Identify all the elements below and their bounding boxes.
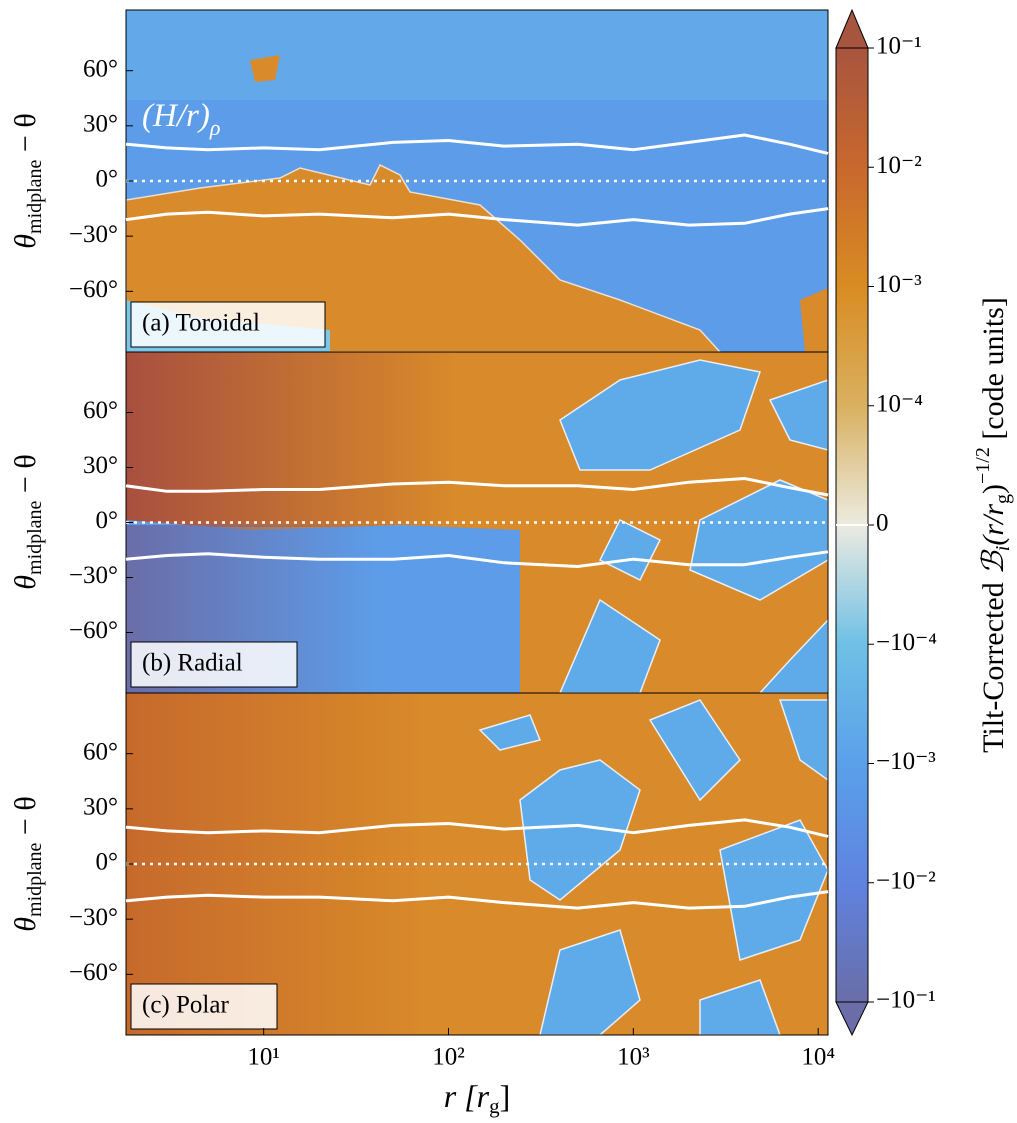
- y-label-part: midplane: [24, 500, 46, 575]
- annotation: (H/r)ρ: [142, 98, 220, 140]
- y-tick-label: −30°: [69, 562, 118, 589]
- contour-line: [125, 818, 829, 838]
- x-label-part: ]: [500, 1078, 511, 1114]
- y-label: θmidplane − θ: [9, 113, 46, 248]
- y-tick-label: 60°: [83, 55, 118, 82]
- y-label-part: midplane: [24, 842, 46, 917]
- cbar-label-part: Tilt-Corrected: [977, 575, 1010, 753]
- cbar-tick-label: 10⁻⁴: [876, 390, 923, 417]
- label-box: [130, 983, 278, 1030]
- y-label: θmidplane − θ: [9, 454, 46, 589]
- x-tick-label: 10⁴: [801, 1044, 835, 1071]
- cbar-extend: [835, 1001, 869, 1037]
- y-tick-label: −60°: [69, 276, 118, 303]
- cbar-tick-label: −10⁻³: [876, 748, 936, 775]
- y-tick-label: 30°: [83, 452, 118, 479]
- x-tick-label: 10³: [617, 1044, 650, 1071]
- contour-line: [125, 477, 829, 497]
- y-tick-label: 30°: [83, 794, 118, 821]
- annotation-sub: ρ: [209, 115, 221, 140]
- y-label-part: midplane: [24, 159, 46, 234]
- cbar-label-part: [code units]: [977, 297, 1010, 447]
- cbar-label-part: −1/2: [972, 447, 994, 484]
- y-label-part: − θ: [9, 113, 42, 159]
- x-tick-label: 10¹: [247, 1044, 280, 1071]
- cbar-label-part: g: [992, 494, 1014, 504]
- cbar-tick-label: 0: [876, 510, 889, 537]
- cbar-extend: [835, 8, 869, 49]
- y-tick-label: −60°: [69, 617, 118, 644]
- y-tick-label: 0°: [96, 166, 119, 193]
- cbar-label-part: ): [977, 484, 1010, 494]
- contour-line: [125, 207, 829, 227]
- cbar-tick-label: 10⁻³: [876, 271, 922, 298]
- cbar-label-part: i: [992, 546, 1014, 552]
- y-tick-label: 0°: [96, 849, 119, 876]
- cbar-tick-label: 10⁻¹: [876, 33, 922, 60]
- cbar-label-part: (r/r: [977, 504, 1010, 546]
- y-label-part: − θ: [9, 454, 42, 500]
- y-tick-label: −60°: [69, 959, 118, 986]
- x-label: r [rg]: [444, 1078, 511, 1117]
- plot-layer: −60° −30° 0° 30° 60° −60° −30° 0° 30° 60° −60° −30°…: [69, 8, 937, 1071]
- contour-line: [125, 890, 829, 910]
- cbar-tick-label: 10⁻²: [876, 152, 922, 179]
- y-tick-label: 60°: [83, 738, 118, 765]
- y-label-part: − θ: [9, 796, 42, 842]
- contour-line: [125, 550, 829, 568]
- label-box: [130, 641, 298, 688]
- label-box: [130, 301, 326, 348]
- panel-label: (c) Polar: [142, 992, 229, 1019]
- panel-label: (a) Toroidal: [142, 310, 260, 337]
- y-tick-label: −30°: [69, 221, 118, 248]
- y-tick-label: 0°: [96, 507, 119, 534]
- contour-line: [125, 133, 829, 155]
- y-label-part: θ: [9, 575, 42, 590]
- y-label-part: θ: [9, 917, 42, 932]
- cbar-tick-label: −10⁻⁴: [876, 629, 937, 656]
- y-tick-label: −30°: [69, 904, 118, 931]
- cbar-tick-label: −10⁻²: [876, 867, 936, 894]
- y-label-part: θ: [9, 234, 42, 249]
- annotation-text: (H/r): [142, 98, 210, 134]
- x-label-part: r [r: [444, 1078, 490, 1114]
- cbar-tick-label: −10⁻¹: [876, 987, 936, 1014]
- y-tick-label: 60°: [83, 397, 118, 424]
- y-tick-label: 30°: [83, 111, 118, 138]
- panel-label: (b) Radial: [142, 650, 243, 677]
- colorbar-label: Tilt-Corrected ℬi(r/rg)−1/2 [code units]: [972, 297, 1014, 753]
- y-label: θmidplane − θ: [9, 796, 46, 931]
- x-label-part: g: [489, 1094, 500, 1118]
- x-tick-label: 10²: [432, 1044, 465, 1071]
- cbar-label-part: ℬ: [977, 549, 1010, 575]
